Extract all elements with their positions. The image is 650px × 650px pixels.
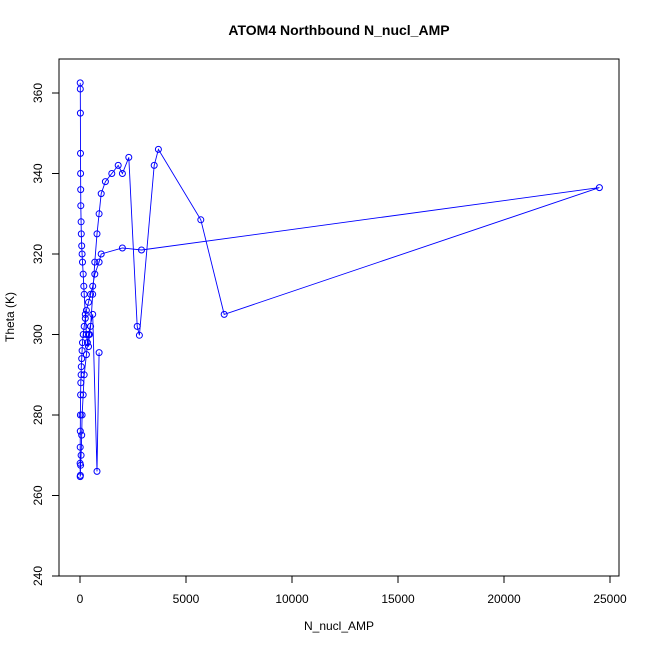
x-tick-label: 0 [77, 592, 84, 606]
x-tick-label: 25000 [593, 592, 627, 606]
data-point [79, 339, 86, 347]
data-point [89, 282, 97, 290]
data-point [81, 310, 89, 318]
data-point [154, 145, 162, 153]
data-point [78, 431, 86, 439]
data-point [76, 443, 84, 451]
data-point [91, 258, 99, 266]
y-tick-label: 340 [31, 163, 45, 183]
data-point [197, 216, 205, 224]
data-point [118, 170, 126, 177]
data-point [77, 218, 85, 226]
y-axis: 240 260 280 300 320 340 360 [31, 83, 60, 586]
x-tick-label: 20000 [487, 592, 521, 606]
x-tick-label: 15000 [381, 592, 415, 606]
data-point [77, 363, 85, 371]
data-point [76, 109, 84, 117]
data-point [85, 298, 92, 306]
data-point [82, 351, 90, 359]
data-point [79, 331, 87, 338]
y-tick-label: 240 [31, 566, 45, 586]
data-point [78, 250, 86, 258]
data-point [95, 349, 103, 357]
data-point [95, 258, 103, 266]
data-point [76, 427, 84, 435]
data-point [80, 282, 88, 290]
data-point [77, 461, 85, 469]
data-point [78, 411, 86, 419]
x-axis-label: N_nucl_AMP [304, 619, 374, 633]
data-point [76, 471, 84, 479]
x-axis: 0 5000 10000 15000 20000 25000 [77, 575, 627, 606]
data-point [89, 310, 97, 318]
x-tick-label: 10000 [275, 592, 309, 606]
series-line [79, 82, 600, 477]
data-point [79, 270, 87, 278]
data-point [78, 355, 86, 363]
data-point [87, 290, 95, 298]
data-point [77, 149, 84, 157]
data-point [77, 451, 85, 459]
data-point [77, 230, 85, 238]
plot-frame [58, 58, 620, 577]
data-point [118, 244, 126, 252]
data-point [150, 161, 158, 169]
data-point [91, 270, 99, 278]
data-point [79, 258, 86, 266]
data-point [77, 170, 85, 177]
data-point [79, 391, 87, 399]
y-tick-label: 320 [31, 244, 45, 264]
data-point [95, 210, 103, 218]
data-point [77, 371, 85, 379]
data-point [82, 331, 90, 338]
data-point [93, 467, 101, 475]
data-point [76, 85, 84, 93]
y-tick-label: 300 [31, 324, 45, 344]
data-point [125, 153, 133, 161]
data-point [133, 322, 141, 330]
data-point [80, 322, 88, 330]
y-tick-label: 360 [31, 83, 45, 103]
series-layer [76, 79, 603, 481]
data-point [97, 190, 105, 198]
data-point [81, 314, 89, 322]
data-point [108, 170, 116, 177]
x-tick-label: 5000 [173, 592, 200, 606]
y-tick-label: 260 [31, 485, 45, 505]
data-point [135, 331, 143, 339]
data-point [220, 310, 228, 318]
data-point [93, 230, 101, 238]
data-point [82, 306, 90, 314]
data-point [97, 250, 105, 258]
data-point [77, 202, 85, 210]
data-point [114, 161, 122, 169]
data-point [85, 331, 92, 338]
data-point [77, 379, 85, 387]
data-point [85, 343, 92, 351]
data-point [77, 391, 85, 399]
data-point [138, 246, 145, 254]
data-point [595, 184, 603, 192]
data-point [77, 186, 85, 194]
y-axis-label: Theta (K) [3, 292, 17, 342]
data-point [80, 371, 88, 379]
data-point [78, 347, 86, 355]
data-point [101, 178, 109, 186]
data-point [83, 339, 91, 347]
data-point [78, 242, 86, 250]
data-point [89, 290, 97, 298]
y-tick-label: 280 [31, 405, 45, 425]
chart-title: ATOM4 Northbound N_nucl_AMP [228, 22, 449, 38]
